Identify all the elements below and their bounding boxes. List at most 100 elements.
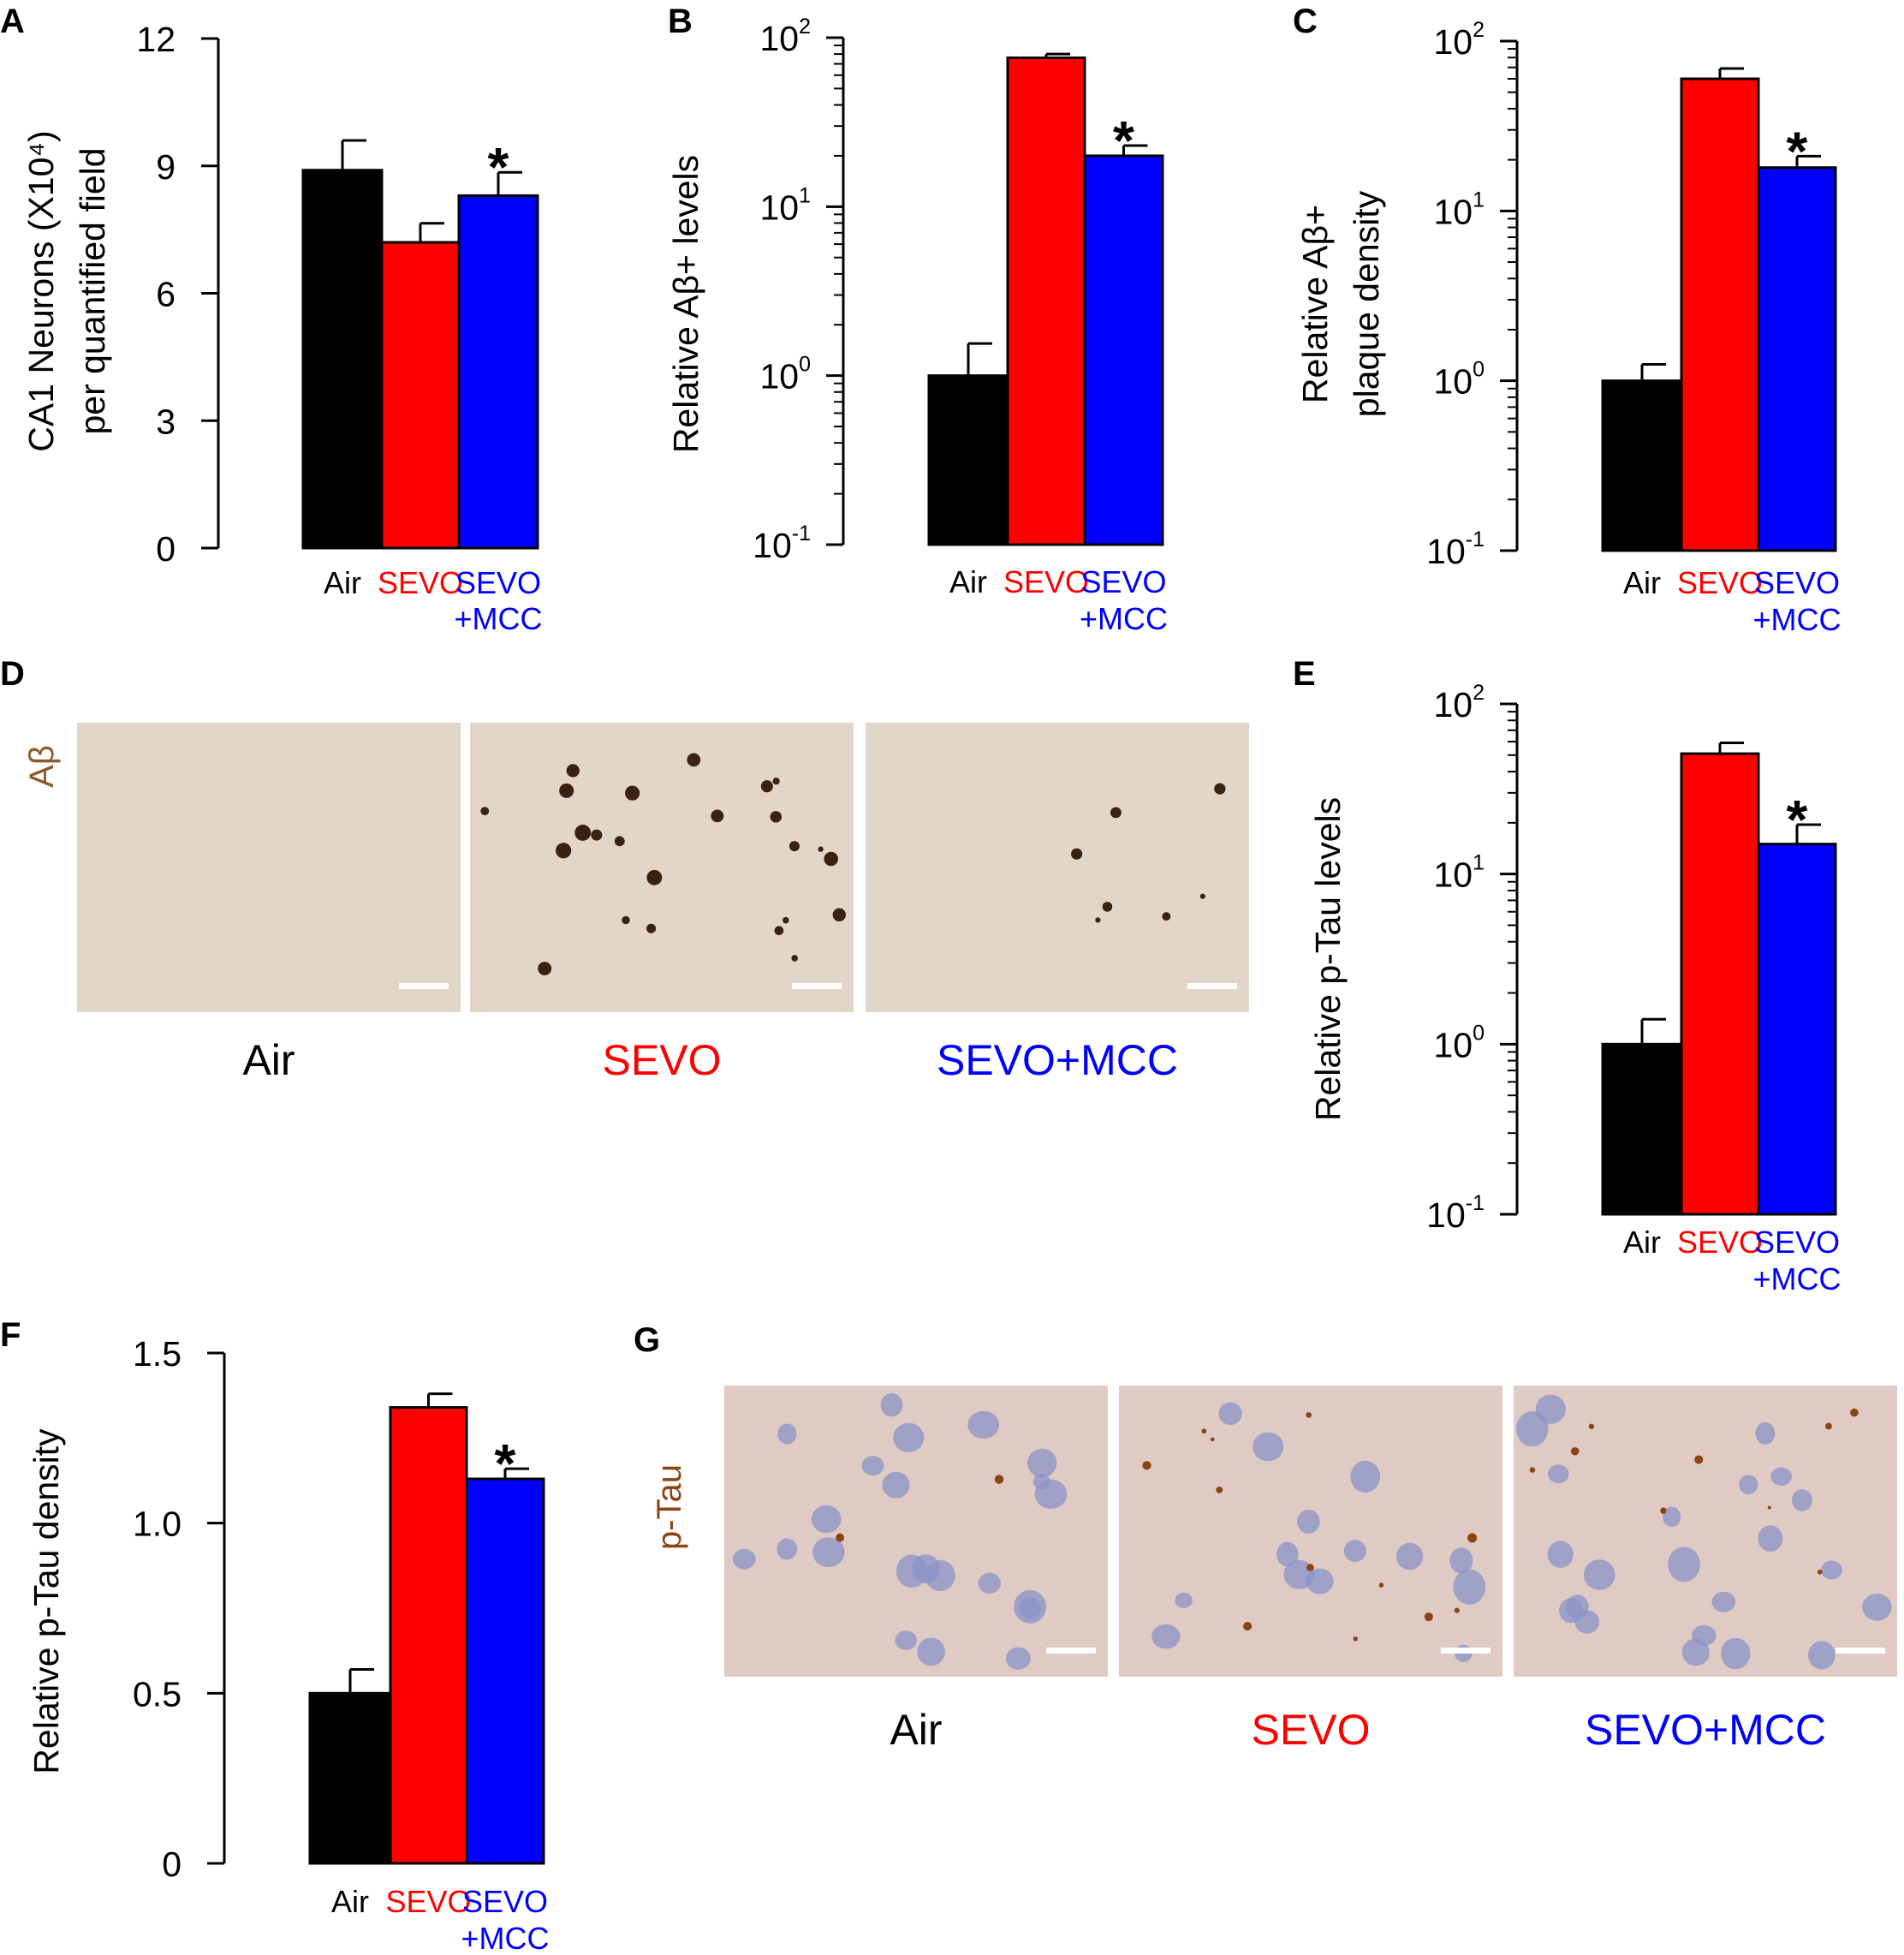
nucleus <box>1711 1591 1736 1612</box>
nucleus <box>895 1554 928 1588</box>
bar-sevo-mcc <box>1757 166 1837 552</box>
bar-sevo <box>1006 57 1086 546</box>
scale-bar <box>1441 1648 1490 1654</box>
stain-deposit <box>1817 1569 1823 1575</box>
stain-deposit <box>782 916 789 924</box>
nucleus <box>812 1537 845 1567</box>
stain-deposit <box>836 1533 845 1542</box>
bar-sevo <box>380 241 461 550</box>
micrograph-caption: SEVO+MCC <box>1585 1706 1826 1754</box>
stain-deposit <box>1162 912 1171 921</box>
stain-deposit <box>1660 1507 1667 1514</box>
tick-base: 10 <box>1433 685 1473 724</box>
stain-deposit <box>1242 1621 1252 1631</box>
stain-deposit <box>1454 1607 1460 1613</box>
stain-deposit <box>1353 1636 1359 1642</box>
nucleus <box>1019 1597 1041 1619</box>
nucleus <box>861 1456 884 1476</box>
category-label: +MCC <box>1752 602 1841 637</box>
nucleus <box>882 1471 910 1499</box>
panel-letter: G <box>634 1321 660 1359</box>
nucleus <box>1663 1506 1681 1528</box>
category-label: Air <box>1623 1225 1661 1260</box>
image-panel-d: D Aβ Air SEVO SEVO+MCC <box>0 655 1249 1084</box>
stain-deposit <box>791 955 798 962</box>
y-tick-label: 102 <box>759 15 811 58</box>
micrograph-caption: SEVO+MCC <box>937 1036 1178 1084</box>
tick-exponent: 0 <box>799 353 811 377</box>
y-tick-label: 1.5 <box>133 1334 181 1374</box>
nucleus <box>777 1423 797 1445</box>
nucleus <box>917 1637 945 1666</box>
nucleus <box>1252 1432 1284 1462</box>
category-label: +MCC <box>1080 601 1168 636</box>
stain-deposit <box>1110 807 1122 819</box>
bar-air <box>1601 379 1683 552</box>
y-axis-label: Relative p-Tau density <box>27 1428 66 1774</box>
y-tick-label: 102 <box>1433 681 1485 724</box>
stain-deposit <box>760 780 773 793</box>
nucleus <box>1005 1647 1031 1670</box>
nucleus <box>732 1548 756 1570</box>
chart-panel-f: F 0 0.5 1.0 1.5 Relative p-Tau density Air SEVO… <box>0 1316 550 1955</box>
nucleus <box>1547 1464 1569 1484</box>
stain-deposit <box>994 1475 1004 1484</box>
category-label: SEVO <box>462 1884 548 1919</box>
y-tick-label: 0 <box>156 529 176 569</box>
tick-exponent: 0 <box>1473 358 1485 382</box>
stain-deposit <box>1378 1582 1384 1588</box>
tick-base: 10 <box>1433 22 1473 62</box>
category-label: Air <box>324 565 361 600</box>
bar-air <box>308 1691 392 1865</box>
category-label: +MCC <box>1752 1261 1841 1296</box>
tick-base: 10 <box>1433 855 1473 895</box>
y-tick-label: 12 <box>136 20 176 59</box>
y-tick-label: 102 <box>1433 18 1485 62</box>
stain-deposit <box>1199 893 1205 899</box>
stain-deposit <box>1102 902 1113 912</box>
scale-bar <box>1046 1648 1096 1654</box>
y-tick-label: 101 <box>1433 188 1485 231</box>
stain-deposit <box>1570 1446 1580 1456</box>
nucleus <box>1395 1542 1424 1571</box>
tick-base: 10 <box>1433 362 1473 402</box>
nucleus <box>1583 1559 1615 1590</box>
stain-deposit <box>1850 1408 1859 1417</box>
stain-deposit <box>625 785 640 801</box>
y-tick-label: 6 <box>156 275 176 314</box>
bar-sevo <box>389 1406 468 1865</box>
tick-base: 10 <box>759 188 799 227</box>
micrograph-caption: SEVO <box>603 1036 722 1084</box>
significance-marker: * <box>495 1433 516 1494</box>
stain-deposit <box>788 841 800 852</box>
stain-deposit <box>566 764 580 778</box>
stain-deposit <box>556 843 572 859</box>
significance-marker: * <box>1787 789 1808 850</box>
category-label: Air <box>1623 565 1661 600</box>
tick-exponent: 2 <box>1473 18 1485 42</box>
nucleus <box>1276 1541 1299 1567</box>
scale-bar <box>1836 1648 1885 1654</box>
stain-deposit <box>538 962 552 975</box>
category-label: Air <box>949 564 987 599</box>
stain-deposit <box>1071 848 1083 860</box>
stain-deposit <box>1529 1467 1536 1473</box>
nucleus <box>1721 1637 1751 1670</box>
tick-base: 10 <box>753 526 792 565</box>
nucleus <box>1218 1402 1242 1426</box>
y-tick-label: 0.5 <box>133 1674 181 1714</box>
significance-marker: * <box>1787 120 1808 182</box>
nucleus <box>967 1410 1000 1439</box>
stain-deposit <box>1306 1412 1312 1418</box>
category-label: SEVO <box>455 565 541 600</box>
stain-deposit <box>774 926 784 936</box>
y-tick-label: 10-1 <box>1426 527 1485 571</box>
nucleus <box>1692 1624 1717 1647</box>
stain-deposit <box>574 824 592 841</box>
stain-deposit <box>614 836 625 847</box>
y-tick-label: 100 <box>1433 358 1485 402</box>
tick-exponent: -1 <box>1466 1191 1485 1215</box>
significance-marker: * <box>488 136 509 198</box>
nucleus <box>1808 1641 1836 1670</box>
